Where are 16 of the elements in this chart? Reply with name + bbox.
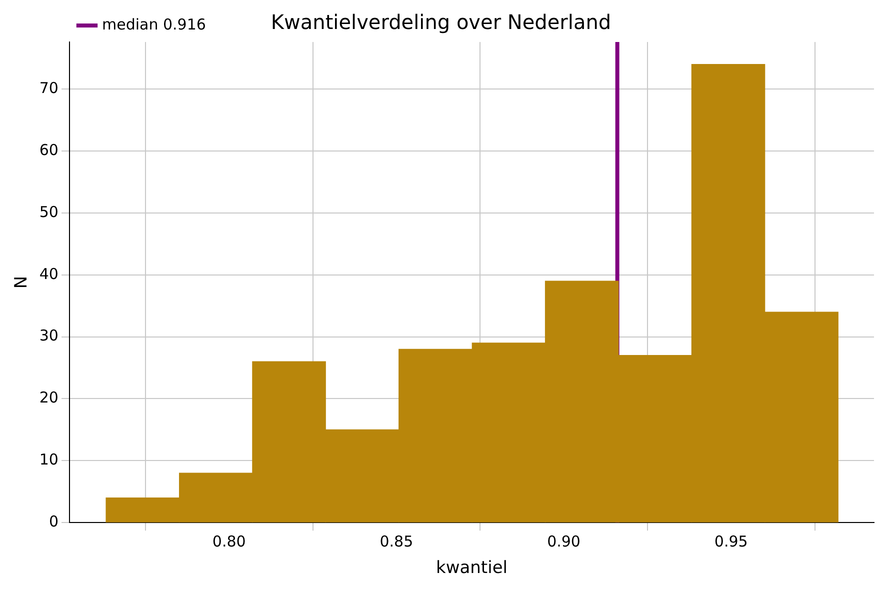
x-tick-label: 0.85 xyxy=(380,532,414,550)
y-tick-label: 70 xyxy=(39,78,58,97)
y-tick-label: 50 xyxy=(39,202,58,221)
chart-title: Kwantielverdeling over Nederland xyxy=(270,10,612,34)
y-tick-label: 20 xyxy=(39,388,58,407)
y-tick-label: 40 xyxy=(39,264,58,283)
y-tick-label: 60 xyxy=(39,140,58,159)
y-tick-label: 0 xyxy=(48,512,58,530)
x-axis-title: kwantiel xyxy=(436,558,508,578)
y-axis-title: N xyxy=(12,276,32,289)
legend-label: median 0.916 xyxy=(102,15,206,34)
x-tick-label: 0.95 xyxy=(714,532,748,550)
x-tick-label: 0.90 xyxy=(547,532,580,550)
x-tick-label: 0.80 xyxy=(212,532,246,550)
y-tick-label: 10 xyxy=(39,450,58,469)
y-tick-label: 30 xyxy=(39,326,58,345)
